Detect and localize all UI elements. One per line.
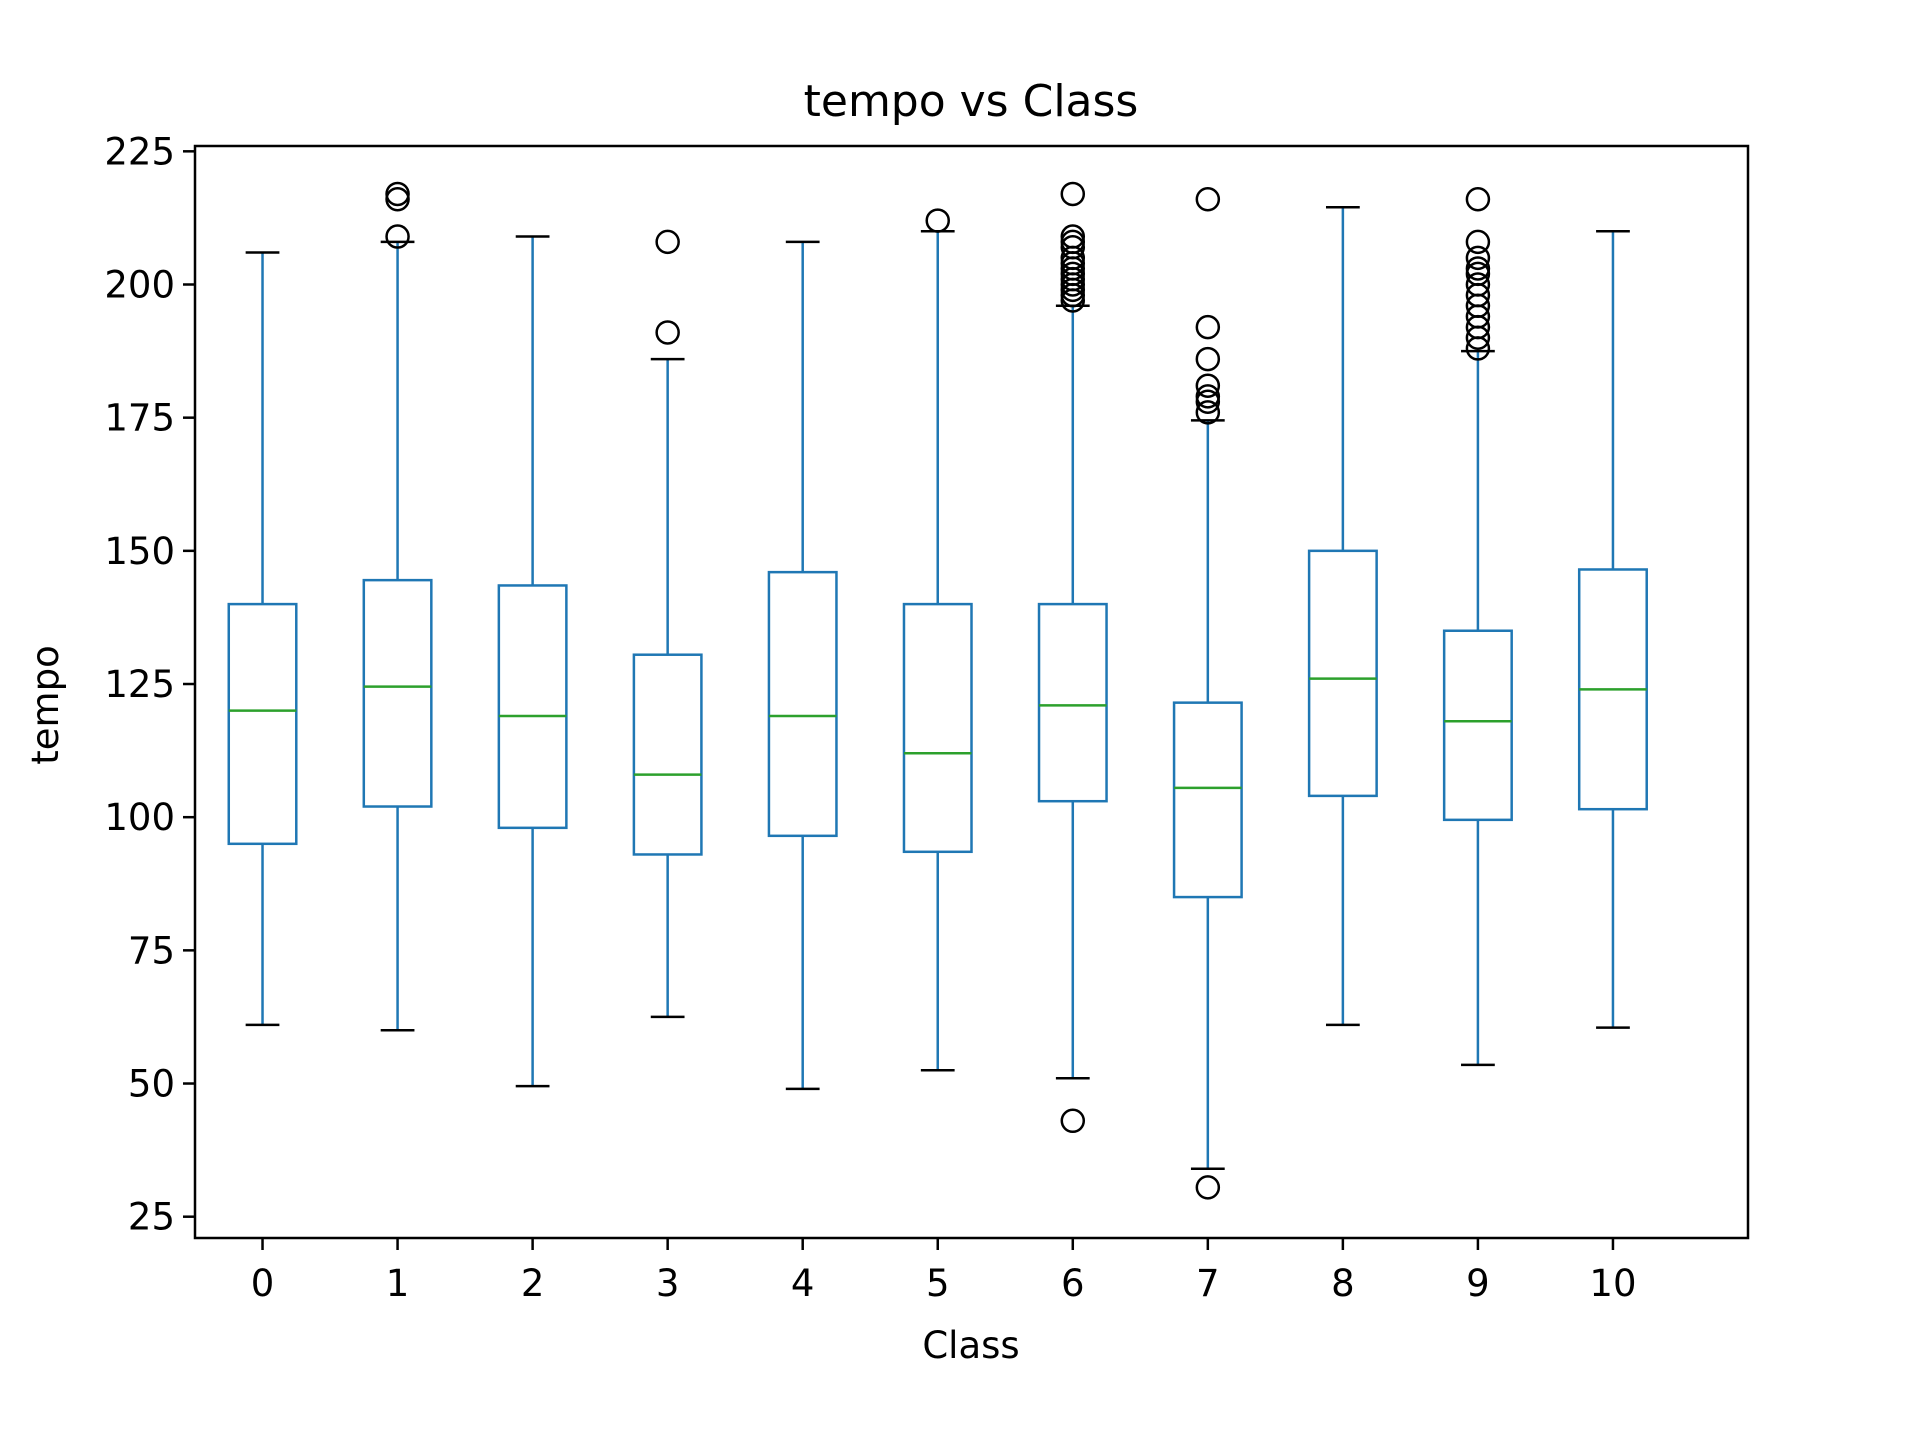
y-tick-label: 175 (104, 397, 175, 440)
x-tick-label: 3 (656, 1262, 680, 1305)
outlier-point (385, 224, 410, 249)
box-body (1037, 602, 1108, 803)
outlier-point (1060, 1108, 1086, 1134)
plot-area: 25 50 75 100 125 150 175 200 225 0 1 2 3 4 5 6 7 8 9 10 (104, 130, 1648, 1305)
x-tick-label: 1 (386, 1262, 410, 1305)
outlier-point (1195, 1175, 1221, 1200)
outlier-point (655, 320, 680, 345)
box-body (227, 602, 298, 846)
outlier-point (1195, 314, 1221, 340)
y-tick-label: 150 (104, 530, 175, 573)
box-body (497, 584, 568, 830)
box-body (1442, 629, 1513, 822)
y-tick-label: 200 (104, 263, 175, 306)
outlier-point (385, 187, 410, 212)
x-tick-label: 0 (251, 1262, 275, 1305)
box-body (1172, 701, 1243, 899)
plot-frame (193, 144, 1750, 1240)
box-body (902, 602, 973, 854)
outlier-point (1060, 229, 1086, 255)
outlier-point (1195, 346, 1221, 372)
outlier-point (1195, 384, 1221, 409)
chart-title: tempo vs Class (804, 76, 1139, 127)
outlier-point (1465, 229, 1491, 255)
box-body (632, 653, 703, 856)
x-tick-label: 2 (521, 1262, 545, 1305)
y-tick-label: 75 (128, 929, 175, 972)
x-tick-label: 8 (1331, 1262, 1355, 1305)
y-tick-label: 50 (128, 1063, 175, 1106)
x-tick-label: 5 (926, 1262, 950, 1305)
y-tick-label: 125 (104, 663, 175, 706)
x-tick-label: 6 (1061, 1262, 1085, 1305)
outlier-point (925, 208, 950, 233)
outlier-point (1060, 224, 1086, 249)
y-tick-label: 100 (104, 796, 175, 839)
y-tick-label: 25 (128, 1196, 175, 1239)
outlier-point (655, 229, 680, 255)
y-axis-label: tempo (24, 645, 67, 764)
outlier-point (1465, 256, 1491, 281)
outlier-point (1465, 187, 1491, 212)
box-body (767, 570, 838, 838)
x-tick-label: 7 (1196, 1262, 1220, 1305)
x-tick-label: 4 (791, 1262, 815, 1305)
x-axis-label: Class (922, 1324, 1019, 1367)
outlier-point (1060, 181, 1086, 207)
outlier-point (1195, 400, 1221, 425)
outlier-point (1465, 245, 1491, 271)
outlier-point (1195, 373, 1221, 398)
x-tick-label: 10 (1589, 1262, 1636, 1305)
box-body (362, 578, 433, 808)
y-tick-label: 225 (104, 130, 175, 173)
box-body (1307, 549, 1378, 798)
outlier-point (1465, 272, 1491, 297)
outlier-point (1195, 187, 1221, 212)
x-tick-label: 9 (1466, 1262, 1490, 1305)
outlier-point (385, 181, 410, 207)
